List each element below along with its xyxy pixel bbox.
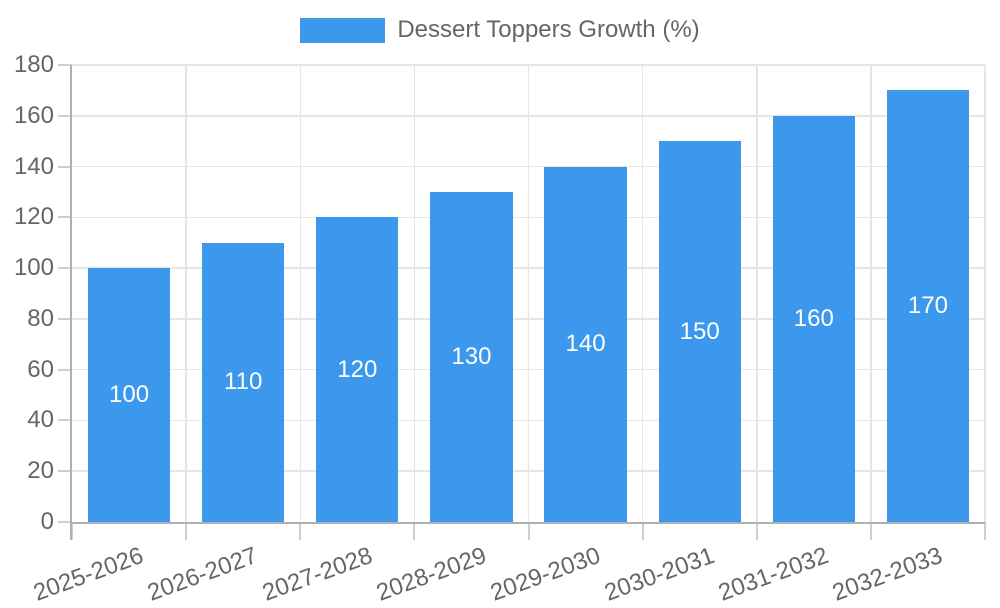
y-axis-label: 120 [13,203,54,231]
y-axis-label: 60 [27,355,54,383]
x-axis-label: 2028-2029 [372,542,490,607]
y-axis-tick [58,419,72,422]
x-axis-tick [984,522,986,540]
bar-value-label: 120 [337,355,378,383]
y-axis-label: 140 [13,152,54,180]
bar-2029-2030[interactable]: 140 [544,166,627,522]
gridline-v [413,65,416,522]
gridline-v [527,65,530,522]
y-axis-label: 0 [40,508,54,535]
x-axis-tick [299,522,302,540]
x-axis-label: 2030-2031 [600,542,718,607]
bar-2030-2031[interactable]: 150 [658,141,741,522]
x-axis-tick [527,522,530,540]
x-axis-label: 2031-2032 [714,542,833,607]
bar-2031-2032[interactable]: 160 [772,115,855,522]
bar-2025-2026[interactable]: 100 [87,268,171,522]
x-axis-tick [185,522,188,540]
bar-value-label: 150 [679,317,720,345]
legend-label[interactable]: Dessert Toppers Growth (%) [397,16,700,43]
gridline-v [185,65,187,522]
bar-value-label: 100 [109,381,150,409]
y-axis-label: 180 [13,51,54,78]
gridline-v [756,65,758,522]
gridline-v [984,65,986,522]
y-axis-label: 80 [27,304,54,332]
bar-2032-2033[interactable]: 170 [886,90,969,522]
y-axis-tick [58,521,72,523]
bar-2027-2028[interactable]: 120 [316,217,399,522]
y-axis-label: 40 [27,406,54,434]
x-axis-label: 2026-2027 [144,542,262,607]
x-axis-line [70,522,985,524]
y-axis-tick [58,114,72,117]
bar-value-label: 160 [793,304,834,332]
y-axis-tick [58,267,72,270]
gridline-v [641,65,644,522]
bar-value-label: 110 [224,368,263,396]
y-axis-tick [58,368,72,371]
legend[interactable]: Dessert Toppers Growth (%) [0,16,1000,44]
y-axis-tick [58,64,72,66]
bar-value-label: 130 [451,342,492,370]
plot-area: 100 110 120 130 140 150 160 170 [72,64,986,522]
bar-2028-2029[interactable]: 130 [430,191,513,522]
x-axis-label: 2032-2033 [829,542,947,607]
x-axis-tick [413,522,416,540]
x-axis-label: 2025-2026 [30,542,148,607]
bar-2026-2027[interactable]: 110 [202,242,285,522]
x-axis-label: 2029-2030 [486,542,604,607]
y-axis-tick [58,470,72,473]
y-axis-tick [58,216,72,219]
y-axis-tick [58,165,72,168]
x-axis-tick [755,522,758,540]
x-axis-tick [869,522,872,540]
bar-value-label: 140 [565,330,606,358]
gridline-v [870,65,872,522]
y-axis-tick [58,317,72,320]
y-axis-label: 100 [13,254,54,282]
x-axis-label: 2027-2028 [258,542,376,607]
x-axis-tick [71,522,73,540]
gridline-v [299,65,301,522]
bar-value-label: 170 [907,292,948,320]
y-axis-label: 160 [13,101,54,129]
y-axis-line [70,65,72,540]
y-axis-label: 20 [27,457,54,485]
x-axis-tick [641,522,644,540]
legend-swatch[interactable] [300,17,386,43]
